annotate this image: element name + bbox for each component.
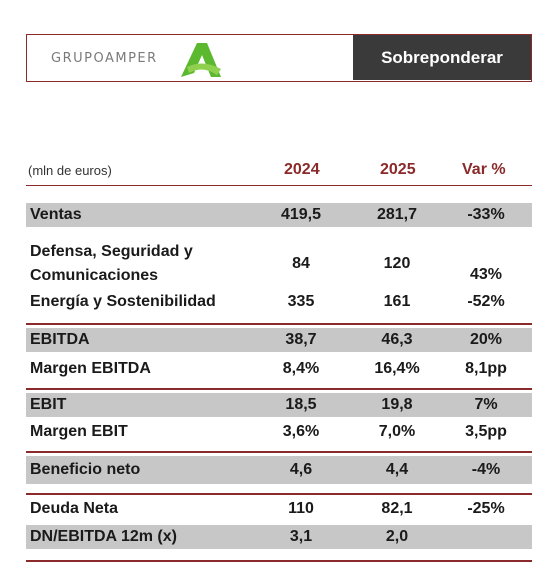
table-row-dn-ebitda: DN/EBITDA 12m (x) 3,1 2,0 xyxy=(26,525,532,549)
cell-var: 20% xyxy=(469,331,503,348)
row-label: Margen EBIT xyxy=(30,423,128,440)
row-label: EBITDA xyxy=(30,331,90,348)
table-row-defensa: Defensa, Seguridad y Comunicaciones 84 1… xyxy=(26,241,532,289)
cell-2025: 19,8 xyxy=(381,396,413,413)
table-row-beneficio-neto: Beneficio neto 4,6 4,4 -4% xyxy=(26,456,532,484)
cell-var: -25% xyxy=(467,500,505,517)
cell-var: 3,5pp xyxy=(465,423,507,440)
cell-2024: 38,7 xyxy=(285,331,317,348)
table-bottom-rule xyxy=(26,560,532,562)
cell-2025: 16,4% xyxy=(374,360,420,377)
cell-2025: 7,0% xyxy=(378,423,416,440)
table-row-ventas: Ventas 419,5 281,7 -33% xyxy=(26,203,532,227)
unit-label: (mln de euros) xyxy=(28,163,112,178)
cell-var: 43% xyxy=(469,266,503,283)
company-wordmark: GRUPOAMPER xyxy=(51,51,158,66)
cell-var: -4% xyxy=(471,461,501,478)
cell-2024: 4,6 xyxy=(289,461,313,478)
report-header: GRUPOAMPER Sobreponderar xyxy=(26,34,532,82)
cell-2025: 2,0 xyxy=(385,528,409,545)
table-divider xyxy=(26,493,532,495)
cell-2024: 8,4% xyxy=(282,360,320,377)
col-2024-header: 2024 xyxy=(284,161,320,178)
cell-2024: 110 xyxy=(288,500,314,517)
table-row-margen-ebit: Margen EBIT 3,6% 7,0% 3,5pp xyxy=(26,420,532,444)
row-label-line1: Defensa, Seguridad y xyxy=(30,243,193,260)
cell-var: -52% xyxy=(467,293,505,310)
col-var-header: Var % xyxy=(462,161,506,178)
table-divider xyxy=(26,323,532,325)
table-row-energia: Energía y Sostenibilidad 335 161 -52% xyxy=(26,290,532,314)
cell-2024: 3,6% xyxy=(282,423,320,440)
row-label: DN/EBITDA 12m (x) xyxy=(30,528,177,545)
row-label: Deuda Neta xyxy=(30,500,119,517)
row-label: Margen EBITDA xyxy=(30,360,151,377)
cell-2024: 419,5 xyxy=(280,206,322,223)
table-row-ebit: EBIT 18,5 19,8 7% xyxy=(26,393,532,417)
cell-2025: 82,1 xyxy=(381,500,413,517)
table-divider xyxy=(26,388,532,390)
cell-2025: 281,7 xyxy=(376,206,418,223)
table-divider xyxy=(26,451,532,453)
table-column-header: (mln de euros) 2024 2025 Var % xyxy=(26,159,532,186)
cell-var: 8,1pp xyxy=(465,360,507,377)
amper-logo-icon xyxy=(181,43,221,77)
cell-2025: 120 xyxy=(383,255,411,272)
cell-var: 7% xyxy=(474,396,498,413)
col-2025-header: 2025 xyxy=(380,161,416,178)
table-row-ebitda: EBITDA 38,7 46,3 20% xyxy=(26,328,532,352)
cell-2024: 18,5 xyxy=(285,396,317,413)
cell-2024: 3,1 xyxy=(289,528,313,545)
row-label: EBIT xyxy=(30,396,67,413)
cell-2025: 46,3 xyxy=(381,331,413,348)
table-row-deuda-neta: Deuda Neta 110 82,1 -25% xyxy=(26,497,532,521)
rating-badge: Sobreponderar xyxy=(353,35,531,80)
row-label: Energía y Sostenibilidad xyxy=(30,293,216,310)
cell-2025: 4,4 xyxy=(385,461,409,478)
cell-2024: 335 xyxy=(287,293,315,310)
row-label: Beneficio neto xyxy=(30,461,141,478)
row-label-line2: Comunicaciones xyxy=(30,267,159,284)
cell-2024: 84 xyxy=(292,255,310,272)
cell-2025: 161 xyxy=(383,293,411,310)
table-row-margen-ebitda: Margen EBITDA 8,4% 16,4% 8,1pp xyxy=(26,357,532,381)
row-label: Ventas xyxy=(30,206,82,223)
cell-var: -33% xyxy=(467,206,505,223)
